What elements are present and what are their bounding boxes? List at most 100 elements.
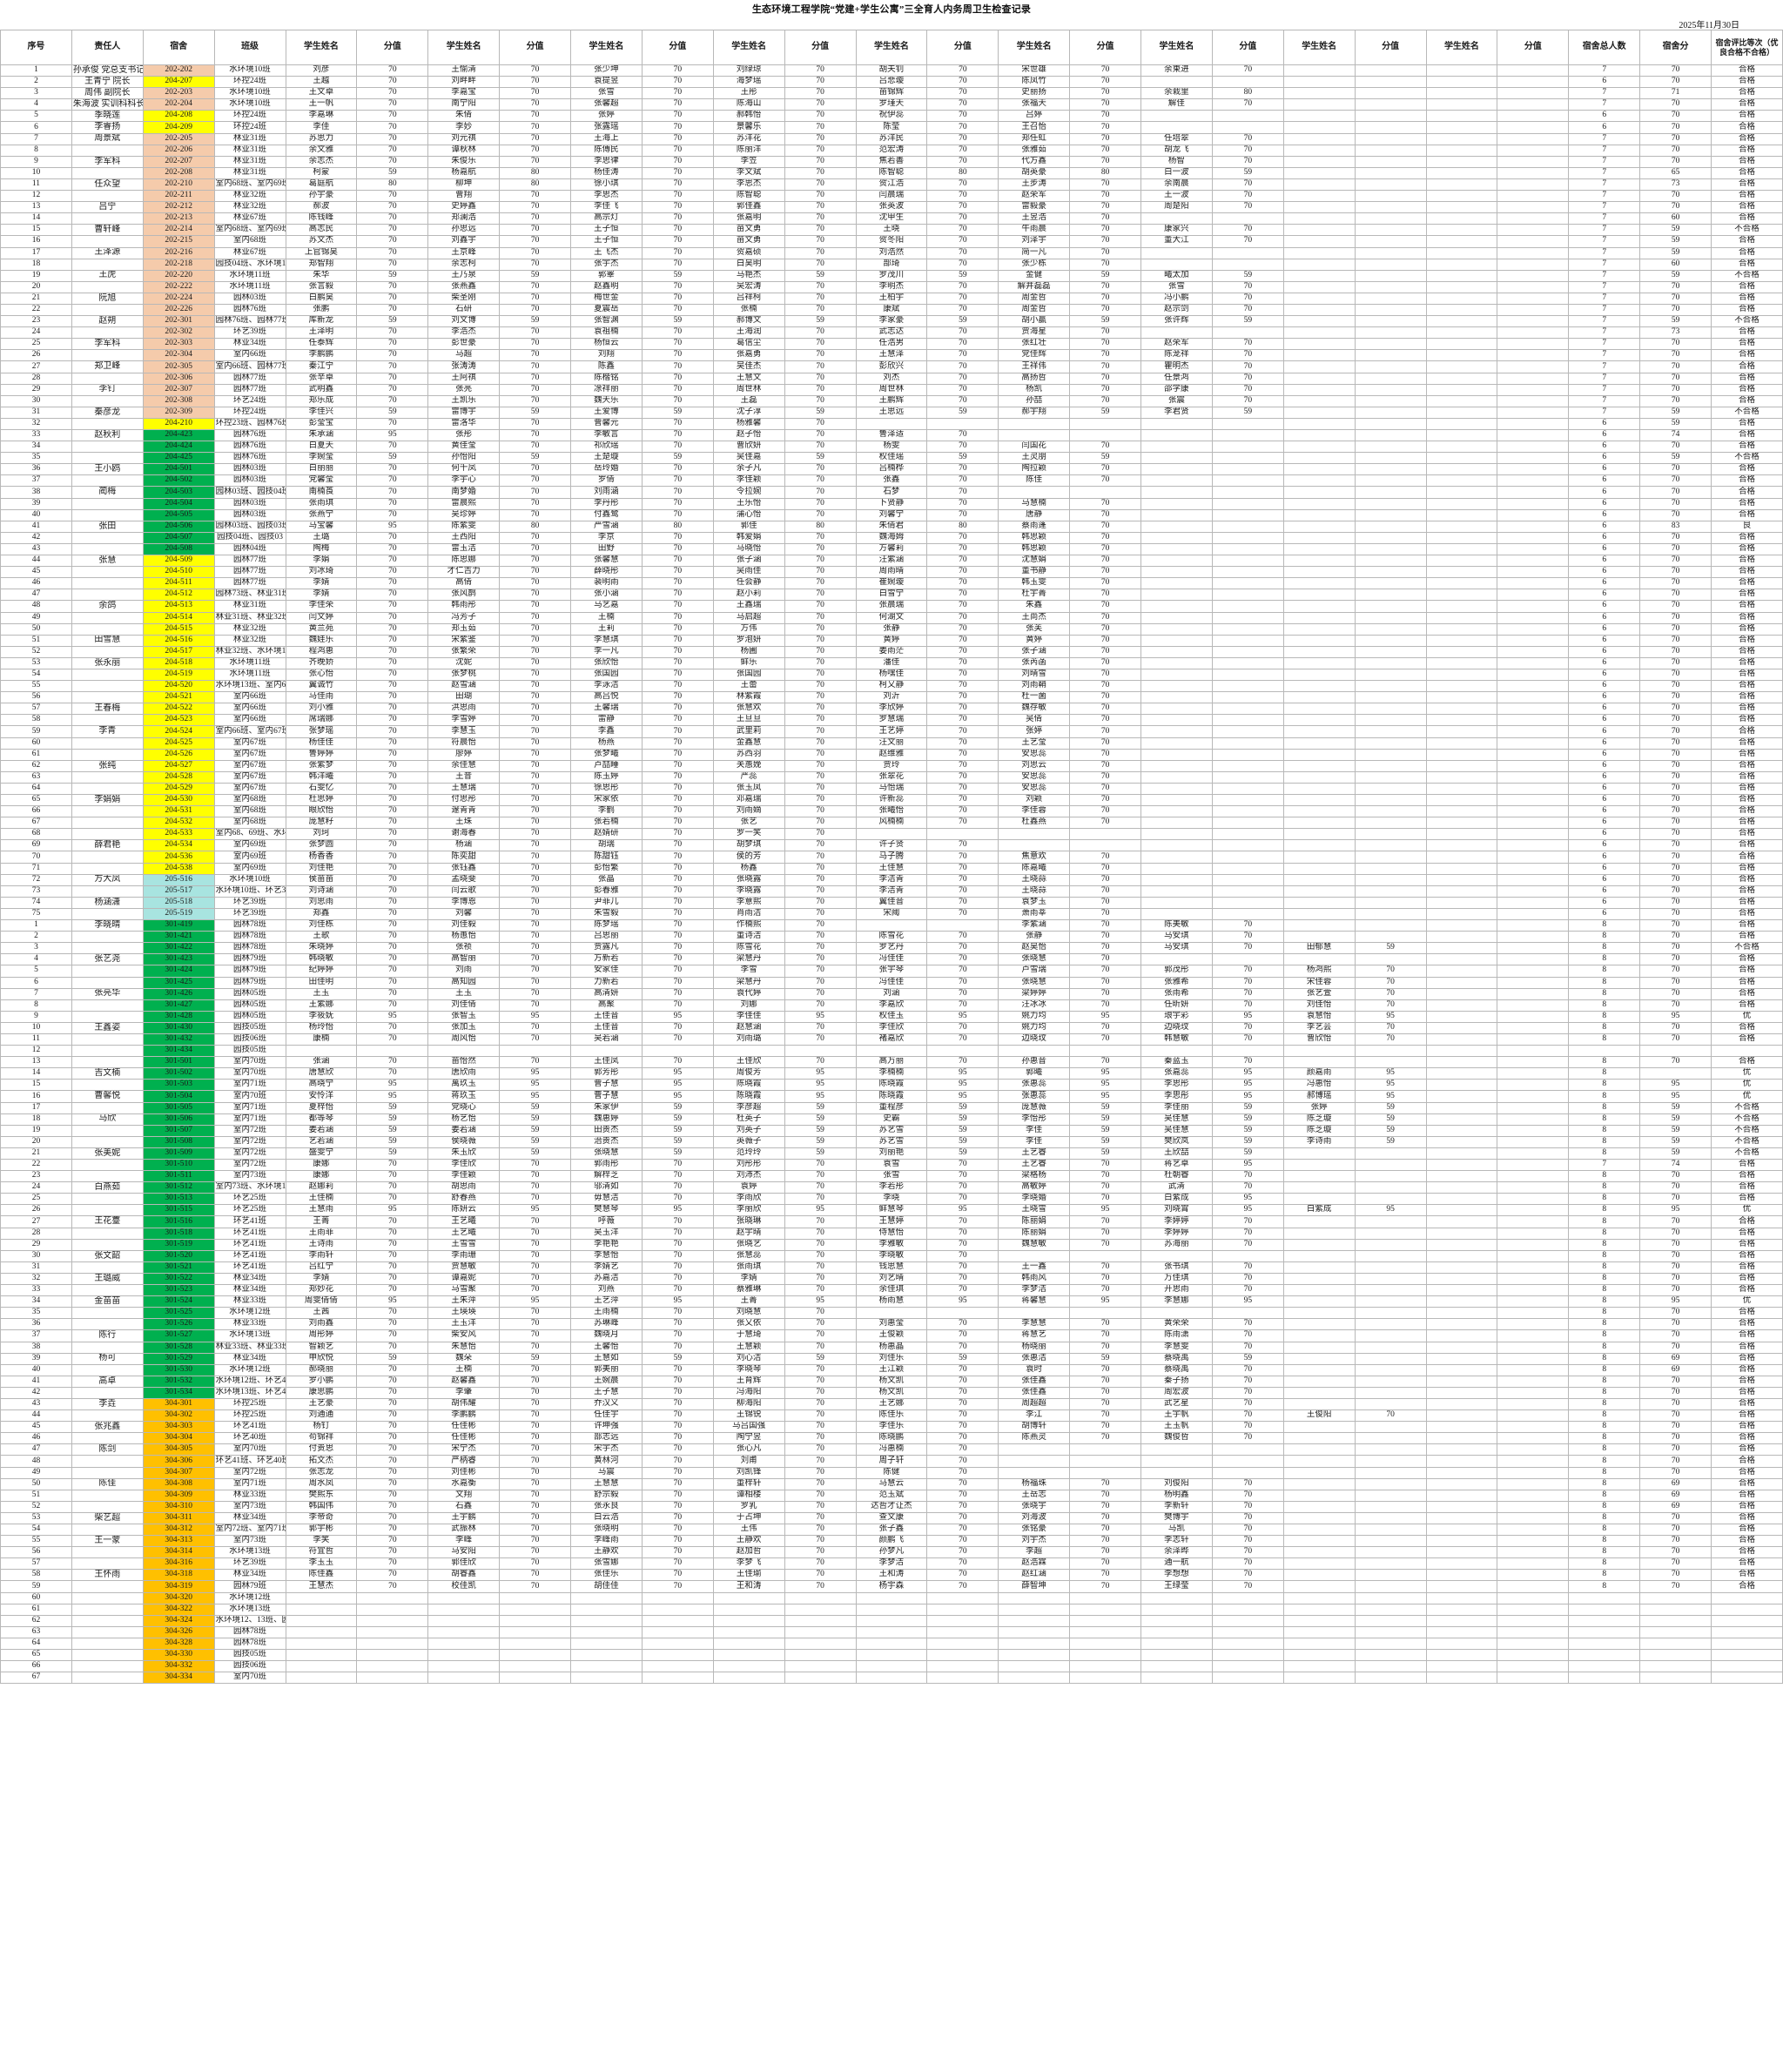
cell-student-score-6[interactable]: 70 [1069, 611, 1141, 624]
cell-dorm[interactable]: 202-307 [142, 383, 215, 396]
cell-student-name-4[interactable]: 张玉凤 [712, 782, 785, 796]
cell-student-score-1[interactable]: 70 [356, 555, 429, 568]
cell-dorm-score[interactable]: 70 [1639, 1170, 1712, 1183]
cell-person[interactable] [71, 1649, 144, 1662]
cell-dorm-total[interactable]: 8 [1568, 1375, 1641, 1388]
cell-student-name-2[interactable]: 王珠 [427, 817, 501, 830]
cell-dorm-score[interactable]: 70 [1639, 64, 1712, 77]
cell-student-name-2[interactable]: 王楠 [427, 1363, 501, 1376]
cell-student-score-9[interactable] [1497, 1614, 1570, 1627]
cell-student-score-4[interactable] [784, 1672, 857, 1685]
table-row[interactable]: 3 301-422 园林78班 朱晓婷 70 张祯 70 贾露凡 70 陈雪花 70 罗艺丹 70 赵昊怡… [0, 942, 1783, 955]
cell-student-score-6[interactable] [1069, 1625, 1141, 1638]
cell-student-score-8[interactable] [1354, 1375, 1427, 1388]
cell-dorm[interactable]: 304-319 [142, 1580, 215, 1593]
cell-student-name-5[interactable]: 李欣婷 [855, 703, 928, 716]
cell-student-name-2[interactable]: 彭世豪 [427, 338, 501, 351]
cell-student-name-7[interactable] [1140, 1466, 1213, 1479]
cell-dorm-score[interactable]: 95 [1639, 1204, 1712, 1217]
cell-student-name-6[interactable]: 黄婷 [998, 634, 1071, 647]
cell-student-name-4[interactable]: 马艳杰 [712, 269, 785, 282]
cell-student-score-1[interactable]: 70 [356, 896, 429, 909]
cell-student-name-7[interactable] [1140, 896, 1213, 909]
cell-dorm[interactable]: 202-212 [142, 201, 215, 214]
table-row[interactable]: 23 赵朔 202-301 园林76班、园林77班 库新龙 59 刘文博 59 张智渊 59 郝博文… [0, 315, 1783, 328]
cell-student-score-1[interactable]: 59 [356, 452, 429, 465]
cell-student-score-5[interactable]: 80 [926, 520, 999, 533]
cell-dorm[interactable]: 205-519 [142, 907, 215, 921]
cell-student-name-1[interactable] [285, 1045, 358, 1058]
cell-student-name-5[interactable]: 贾玲 [855, 759, 928, 772]
cell-student-score-2[interactable]: 59 [499, 1147, 571, 1160]
cell-student-name-8[interactable] [1282, 166, 1356, 179]
cell-student-score-7[interactable] [1211, 428, 1284, 442]
cell-student-score-7[interactable]: 70 [1211, 1284, 1284, 1297]
cell-index[interactable]: 39 [0, 1352, 72, 1365]
cell-student-name-2[interactable]: 王朱萍 [427, 1295, 501, 1308]
cell-dorm-score[interactable]: 70 [1639, 1569, 1712, 1582]
cell-student-score-5[interactable]: 70 [926, 976, 999, 989]
cell-student-score-2[interactable]: 70 [499, 463, 571, 476]
cell-student-score-9[interactable] [1497, 1261, 1570, 1274]
cell-class[interactable]: 园林03班 [213, 508, 286, 521]
cell-dorm-score[interactable]: 70 [1639, 474, 1712, 488]
cell-student-score-4[interactable] [784, 1637, 857, 1651]
cell-dorm-score[interactable]: 70 [1639, 1227, 1712, 1240]
cell-dorm-grade[interactable]: 合格 [1711, 622, 1783, 636]
cell-student-score-5[interactable]: 70 [926, 1511, 999, 1525]
cell-student-score-8[interactable] [1354, 817, 1427, 830]
table-row[interactable]: 48 304-306 环艺41班、环艺40班 拓文杰 70 严柄睿 70 黄林河 70 刘甫 70 周… [0, 1455, 1783, 1468]
cell-student-score-1[interactable]: 70 [356, 1033, 429, 1046]
cell-index[interactable]: 38 [0, 1341, 72, 1354]
cell-dorm-grade[interactable]: 合格 [1711, 1033, 1783, 1046]
cell-student-name-9[interactable] [1425, 1329, 1498, 1342]
cell-dorm[interactable]: 204-527 [142, 759, 215, 772]
cell-student-score-9[interactable] [1497, 1477, 1570, 1490]
cell-student-name-8[interactable] [1282, 338, 1356, 351]
cell-student-score-2[interactable]: 70 [499, 1397, 571, 1411]
cell-student-name-9[interactable] [1425, 98, 1498, 111]
cell-student-name-6[interactable]: 蔡雨蓬 [998, 520, 1071, 533]
cell-student-score-1[interactable]: 70 [356, 1261, 429, 1274]
cell-index[interactable]: 22 [0, 1158, 72, 1172]
cell-student-name-1[interactable]: 上官锦昊 [285, 246, 358, 259]
cell-student-name-3[interactable]: 张永良 [570, 1500, 643, 1513]
cell-student-name-2[interactable]: 洪思雨 [427, 703, 501, 716]
cell-class[interactable]: 园技04班、水环境11班、室内66班 [213, 258, 286, 271]
cell-index[interactable]: 65 [0, 793, 72, 807]
cell-student-score-5[interactable]: 59 [926, 1124, 999, 1137]
cell-student-name-5[interactable]: 宋阈 [855, 907, 928, 921]
cell-student-name-7[interactable]: 马安琪 [1140, 931, 1213, 944]
cell-student-name-1[interactable]: 周雯倩倩 [285, 1295, 358, 1308]
cell-student-score-1[interactable]: 70 [356, 873, 429, 886]
cell-student-score-8[interactable] [1354, 144, 1427, 157]
cell-dorm-score[interactable]: 70 [1639, 1409, 1712, 1423]
cell-index[interactable]: 1 [0, 919, 72, 932]
cell-class[interactable]: 园林78班 [213, 1637, 286, 1651]
cell-student-score-7[interactable]: 59 [1211, 1147, 1284, 1160]
cell-dorm-score[interactable]: 70 [1639, 600, 1712, 613]
cell-student-score-2[interactable]: 70 [499, 1546, 571, 1559]
cell-index[interactable]: 51 [0, 634, 72, 647]
cell-dorm-score[interactable]: 70 [1639, 1341, 1712, 1354]
cell-student-name-2[interactable]: 张钰鑫 [427, 862, 501, 875]
cell-student-score-4[interactable]: 70 [784, 1249, 857, 1262]
cell-student-name-3[interactable]: 王佳音 [570, 1021, 643, 1034]
cell-dorm-total[interactable]: 8 [1568, 1067, 1641, 1080]
cell-dorm-grade[interactable]: 合格 [1711, 383, 1783, 396]
cell-student-name-2[interactable]: 王昔 [427, 770, 501, 784]
cell-student-name-4[interactable]: 张心凡 [712, 1443, 785, 1456]
cell-dorm-total[interactable]: 8 [1568, 1170, 1641, 1183]
cell-person[interactable]: 王璐威 [71, 1272, 144, 1286]
table-row[interactable]: 40 301-530 水环境12班 郝晓丽 70 王楠 70 郭美丽 70 李晓琴 70 王江颖 70 袁… [0, 1363, 1783, 1376]
cell-student-name-2[interactable]: 刘雨 [427, 965, 501, 978]
cell-person[interactable] [71, 805, 144, 818]
cell-student-name-6[interactable]: 郝宇翔 [998, 406, 1071, 419]
cell-student-name-2[interactable]: 李嘉宝 [427, 87, 501, 100]
cell-student-name-4[interactable]: 张慧欢 [712, 703, 785, 716]
cell-student-name-1[interactable]: 席瑞娜 [285, 714, 358, 727]
cell-student-name-3[interactable]: 岳玲婚 [570, 463, 643, 476]
cell-dorm-grade[interactable]: 合格 [1711, 691, 1783, 704]
cell-student-score-8[interactable] [1354, 292, 1427, 305]
cell-student-score-7[interactable] [1211, 486, 1284, 499]
